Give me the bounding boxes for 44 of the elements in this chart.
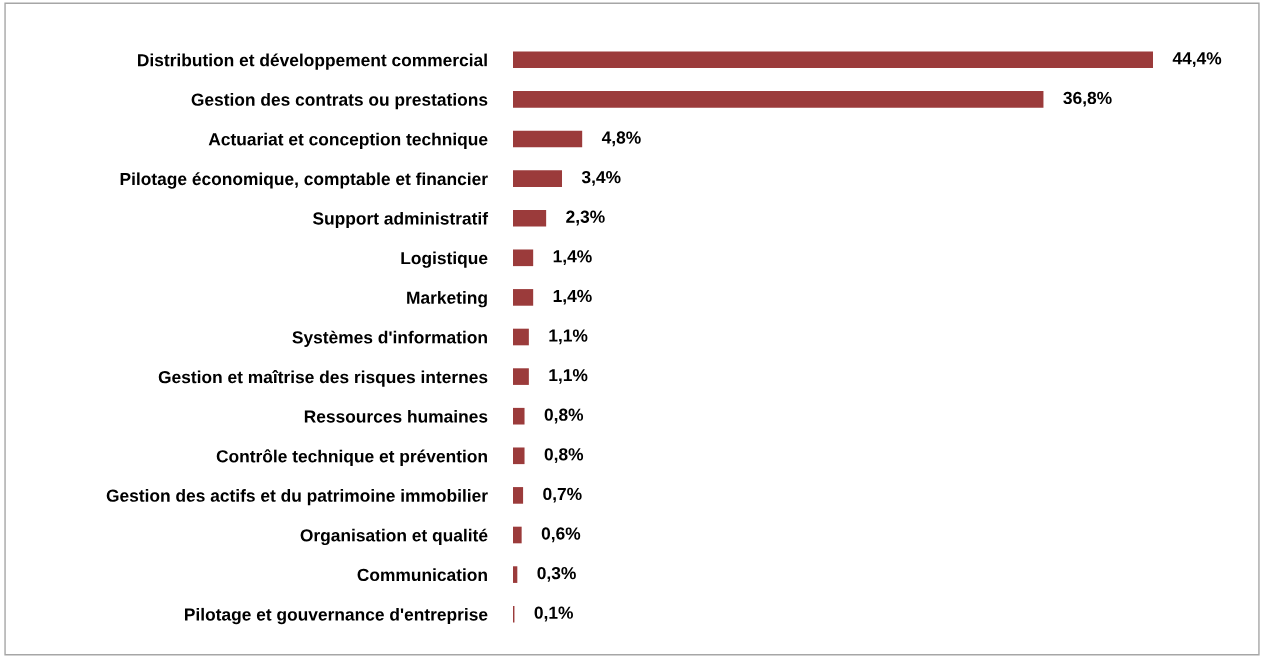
y-tick-label: Systèmes d'information [292,330,487,347]
data-label: 0,8% [544,448,584,463]
bar [513,566,518,583]
bar [513,447,525,465]
y-tick-label: Gestion des contrats ou prestations [191,93,488,110]
data-label: 0,1% [534,606,573,622]
bar [513,91,1044,108]
bar [513,407,525,425]
data-label: 1,1% [549,369,588,384]
data-label: 3,4% [581,170,621,186]
data-label: 0,8% [544,408,584,424]
data-label: 44,4% [1172,52,1222,67]
y-tick-label: Distribution et développement commercial [138,53,487,70]
y-tick-label: Ressources humaines [304,409,488,423]
data-label: 1,1% [549,329,588,345]
y-tick-label: Gestion et maîtrise des risques internes [158,370,488,387]
y-tick-label: Marketing [407,291,487,308]
y-tick-label: Logistique [401,251,488,268]
y-tick-label: Contrôle technique et prévention [216,449,487,466]
data-label: 0,6% [541,527,581,543]
bar [513,249,534,267]
bar [513,51,1153,69]
y-tick-label: Organisation et qualité [300,528,488,546]
data-label: 2,3% [566,210,605,226]
bar [513,328,529,346]
data-label: 36,8% [1063,91,1112,107]
y-tick-label: Gestion des actifs et du patrimoine immobilier [106,489,488,506]
bar [513,526,522,544]
data-label: 1,4% [553,289,592,305]
y-tick-label: Actuariat et conception technique [208,132,488,149]
y-tick-label: Pilotage économique, comptable et financier [120,172,488,189]
data-label: 0,7% [543,487,582,503]
bar [513,368,529,385]
bar [513,170,563,187]
y-tick-label: Pilotage et gouvernance d'entreprise [185,607,488,625]
data-label: 1,4% [553,250,592,265]
data-label: 4,8% [601,131,641,147]
y-tick-label: Communication [357,568,487,582]
y-tick-label: Support administratif [312,211,489,229]
data-label: 0,3% [537,566,576,582]
bar [513,209,547,227]
bar [513,289,534,306]
bar [513,487,524,504]
bar [513,130,583,148]
